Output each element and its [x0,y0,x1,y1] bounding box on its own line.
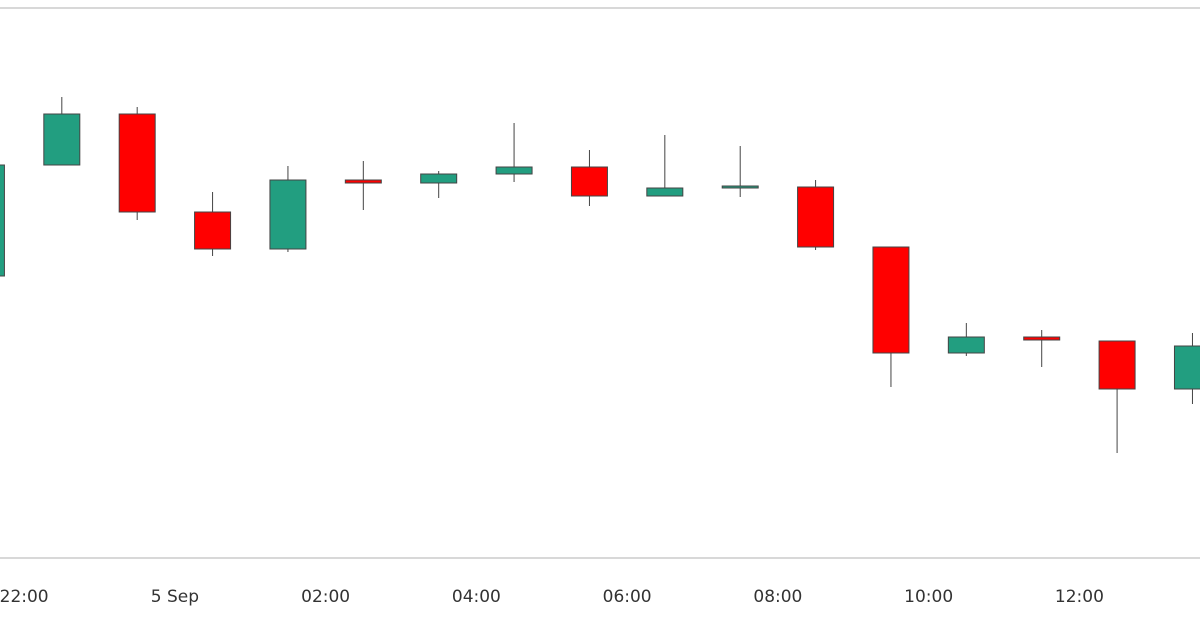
x-tick-label: 22:00 [0,587,49,607]
x-tick-label: 5 Sep [151,587,199,607]
x-tick-label: 02:00 [301,587,350,607]
candle-body [0,164,5,277]
candle-body [118,113,156,213]
candle-body [420,173,458,184]
candle-body [1173,345,1200,390]
candle-body [947,336,985,354]
candle-body [797,186,835,248]
candle-body [269,179,307,250]
candle-body [495,166,533,175]
candle-body [344,179,382,184]
x-tick-label: 06:00 [603,587,652,607]
candle-body [1023,336,1061,341]
x-tick-label: 12:00 [1055,587,1104,607]
candle-body [872,246,910,354]
candle-body [570,166,608,197]
x-tick-label: 04:00 [452,587,501,607]
x-tick-label: 08:00 [753,587,802,607]
candle-body [43,113,81,166]
plot-area [0,97,1200,453]
candle-body [646,187,684,197]
candle-body [1098,340,1136,390]
candle-body [194,211,232,250]
x-tick-label: 10:00 [904,587,953,607]
candle-body [721,185,759,189]
